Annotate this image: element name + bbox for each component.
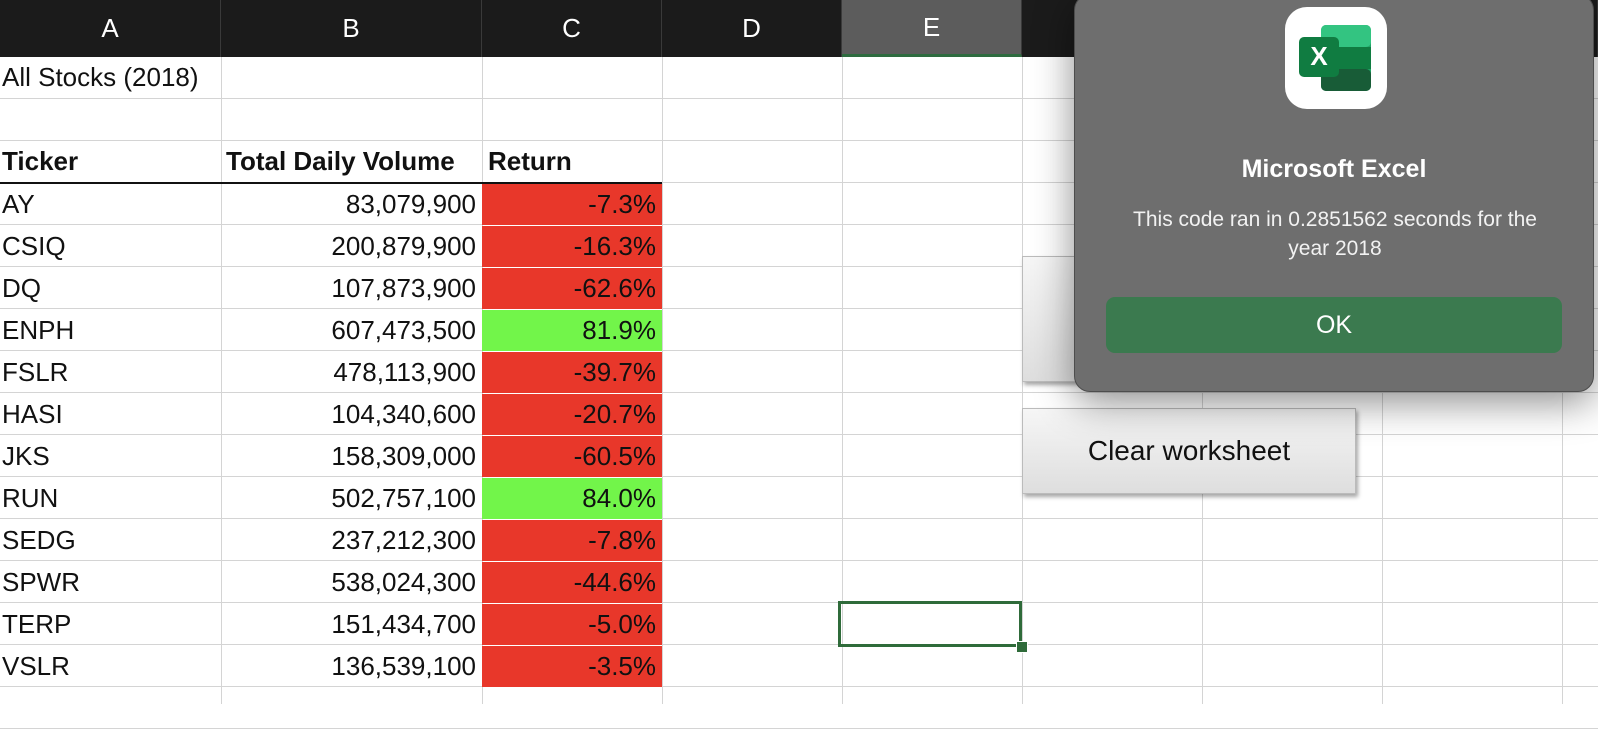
column-header-d[interactable]: D (662, 0, 842, 57)
return-cell[interactable]: -3.5% (482, 646, 662, 687)
ticker-cell[interactable]: CSIQ (2, 231, 66, 261)
volume-cell[interactable]: 83,079,900 (345, 189, 476, 219)
column-header-a[interactable]: A (0, 0, 221, 57)
volume-cell[interactable]: 200,879,900 (331, 231, 476, 261)
gridline-horizontal (0, 308, 1598, 309)
return-cell[interactable]: 84.0% (482, 478, 662, 519)
return-cell[interactable]: -5.0% (482, 604, 662, 645)
volume-cell[interactable]: 478,113,900 (333, 357, 476, 387)
volume-cell[interactable]: 237,212,300 (331, 525, 476, 555)
gridline-horizontal (0, 266, 1598, 267)
sheet-title[interactable]: All Stocks (2018) (2, 62, 199, 92)
dialog-message: This code ran in 0.2851562 seconds for t… (1133, 208, 1537, 260)
return-cell[interactable]: -20.7% (482, 394, 662, 435)
column-header-e[interactable]: E (842, 0, 1022, 57)
gridline-horizontal (0, 98, 1598, 99)
gridline-horizontal (0, 392, 1598, 393)
return-cell[interactable]: -16.3% (482, 226, 662, 267)
gridline-horizontal (0, 476, 1598, 477)
fill-handle[interactable] (1016, 641, 1028, 653)
header-return[interactable]: Return (488, 146, 572, 176)
volume-cell[interactable]: 158,309,000 (331, 441, 476, 471)
ticker-cell[interactable]: SPWR (2, 567, 80, 597)
volume-cell[interactable]: 502,757,100 (331, 483, 476, 513)
volume-cell[interactable]: 107,873,900 (331, 273, 476, 303)
column-header-b[interactable]: B (221, 0, 482, 57)
gridline-vertical (221, 57, 222, 704)
gridline-horizontal (0, 602, 1598, 603)
gridline-horizontal (0, 686, 1598, 687)
ticker-cell[interactable]: DQ (2, 273, 41, 303)
gridline-horizontal (0, 518, 1598, 519)
volume-cell[interactable]: 538,024,300 (331, 567, 476, 597)
ticker-cell[interactable]: AY (2, 189, 35, 219)
ok-button[interactable]: OK (1106, 297, 1562, 353)
ticker-cell[interactable]: SEDG (2, 525, 76, 555)
ticker-cell[interactable]: JKS (2, 441, 50, 471)
gridline-horizontal (0, 350, 1598, 351)
svg-text:X: X (1310, 41, 1328, 71)
ticker-cell[interactable]: ENPH (2, 315, 75, 345)
volume-cell[interactable]: 104,340,600 (331, 399, 476, 429)
alert-dialog: X Microsoft Excel This code ran in 0.285… (1074, 0, 1594, 392)
ticker-cell[interactable]: VSLR (2, 651, 70, 681)
gridline-horizontal (0, 644, 1598, 645)
volume-cell[interactable]: 151,434,700 (331, 609, 476, 639)
ticker-cell[interactable]: TERP (2, 609, 72, 639)
return-cell[interactable]: -62.6% (482, 268, 662, 309)
excel-app-icon: X (1285, 7, 1387, 109)
clear-worksheet-button[interactable]: Clear worksheet (1022, 408, 1356, 494)
ticker-cell[interactable]: HASI (2, 399, 63, 429)
column-header-c[interactable]: C (482, 0, 662, 57)
dialog-title: Microsoft Excel (1241, 155, 1427, 183)
gridline-horizontal (0, 434, 1598, 435)
gridline-vertical (842, 57, 843, 704)
return-cell[interactable]: -39.7% (482, 352, 662, 393)
gridline-horizontal (0, 140, 1598, 141)
gridline-vertical (662, 57, 663, 704)
volume-cell[interactable]: 136,539,100 (331, 651, 476, 681)
gridline-horizontal (0, 560, 1598, 561)
header-volume[interactable]: Total Daily Volume (226, 146, 455, 176)
return-cell[interactable]: -7.8% (482, 520, 662, 561)
ticker-cell[interactable]: RUN (2, 483, 59, 513)
gridline-horizontal (0, 224, 1598, 225)
volume-cell[interactable]: 607,473,500 (331, 315, 476, 345)
gridline-horizontal (0, 182, 1598, 183)
return-cell[interactable]: -60.5% (482, 436, 662, 477)
return-cell[interactable]: -7.3% (482, 184, 662, 225)
return-cell[interactable]: 81.9% (482, 310, 662, 351)
header-underline (0, 182, 662, 184)
header-ticker[interactable]: Ticker (2, 146, 79, 176)
return-cell[interactable]: -44.6% (482, 562, 662, 603)
active-cell[interactable] (838, 601, 1022, 647)
ticker-cell[interactable]: FSLR (2, 357, 69, 387)
